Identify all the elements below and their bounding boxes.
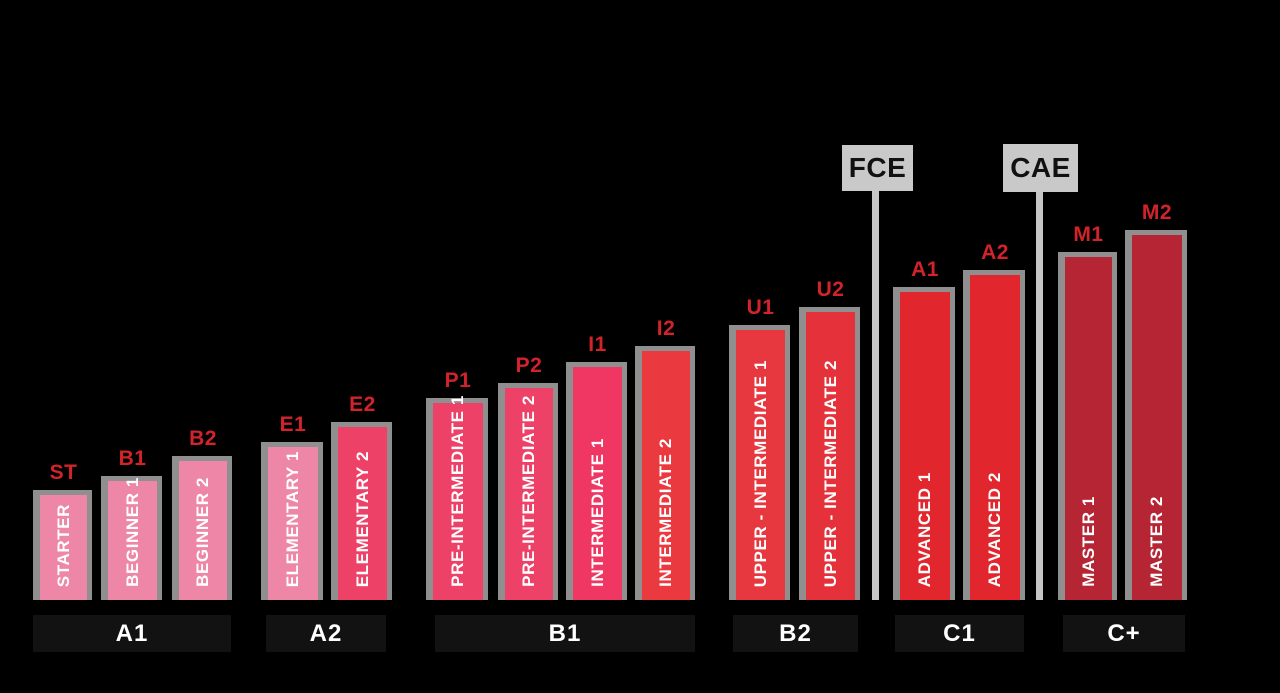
bar-label: BEGINNER 1 bbox=[122, 477, 142, 587]
bar-code-label-m1: M1 bbox=[1073, 223, 1104, 246]
bar-upper-intermediate-1: UPPER - INTERMEDIATE 1 bbox=[729, 325, 790, 600]
bar-code-label-p2: P2 bbox=[515, 354, 543, 377]
bar-code-label-e1: E1 bbox=[279, 413, 307, 436]
bar-master-1: MASTER 1 bbox=[1058, 252, 1117, 600]
bar-code-label-m2: M2 bbox=[1141, 201, 1173, 224]
bar-code-label-u2: U2 bbox=[816, 278, 845, 301]
bar-label: INTERMEDIATE 1 bbox=[587, 438, 607, 587]
group-strip-a2: A2 bbox=[266, 615, 386, 652]
bar-advanced-2: ADVANCED 2 bbox=[963, 270, 1025, 600]
bar-code-label-p1: P1 bbox=[444, 369, 472, 392]
group-label: C1 bbox=[943, 619, 976, 647]
bar-upper-intermediate-2: UPPER - INTERMEDIATE 2 bbox=[799, 307, 860, 600]
bar-advanced-1: ADVANCED 1 bbox=[893, 287, 955, 600]
bar-code-label-i2: I2 bbox=[656, 317, 676, 340]
milestone-label: CAE bbox=[1010, 152, 1071, 183]
bar-label: ELEMENTARY 1 bbox=[283, 450, 302, 587]
bar-label: UPPER - INTERMEDIATE 2 bbox=[820, 359, 840, 587]
bar-label: PRE-INTERMEDIATE 1 bbox=[448, 395, 467, 587]
bar-pre-intermediate-2: PRE-INTERMEDIATE 2 bbox=[498, 383, 558, 600]
bar-label: PRE-INTERMEDIATE 2 bbox=[519, 395, 538, 587]
group-strip-a1: A1 bbox=[33, 615, 231, 652]
bar-code-label-st: ST bbox=[49, 461, 78, 484]
bar-elementary-2: ELEMENTARY 2 bbox=[331, 422, 392, 600]
group-label: B1 bbox=[548, 619, 582, 647]
milestone-label: FCE bbox=[848, 152, 907, 183]
bar-label: INTERMEDIATE 2 bbox=[656, 438, 675, 587]
milestone-sign-fce: FCE bbox=[842, 145, 913, 191]
group-label: A2 bbox=[309, 619, 343, 647]
group-label: C+ bbox=[1107, 619, 1141, 647]
bar-starter: STARTER bbox=[33, 490, 92, 600]
bar-master-2: MASTER 2 bbox=[1125, 230, 1187, 600]
bar-code-label-u1: U1 bbox=[746, 296, 775, 319]
bar-code-label-a2: A2 bbox=[981, 241, 1009, 264]
group-label: B2 bbox=[779, 619, 812, 647]
milestone-sign-cae: CAE bbox=[1003, 144, 1078, 192]
group-strip-c+: C+ bbox=[1063, 615, 1185, 652]
bar-elementary-1: ELEMENTARY 1 bbox=[261, 442, 323, 600]
milestone-line-fce bbox=[872, 191, 879, 600]
bar-intermediate-1: INTERMEDIATE 1 bbox=[566, 362, 627, 600]
group-strip-c1: C1 bbox=[895, 615, 1024, 652]
bar-beginner-2: BEGINNER 2 bbox=[172, 456, 232, 600]
bar-label: MASTER 1 bbox=[1078, 496, 1098, 587]
bar-label: MASTER 2 bbox=[1147, 496, 1166, 587]
bar-code-label-i1: I1 bbox=[588, 333, 607, 356]
group-label: A1 bbox=[115, 619, 149, 647]
bar-code-label-a1: A1 bbox=[911, 258, 939, 281]
bar-label: ELEMENTARY 2 bbox=[352, 450, 372, 587]
bar-code-label-e2: E2 bbox=[349, 393, 376, 416]
group-strip-b2: B2 bbox=[733, 615, 858, 652]
bar-label: BEGINNER 2 bbox=[193, 477, 212, 587]
bar-intermediate-2: INTERMEDIATE 2 bbox=[635, 346, 695, 600]
bar-label: STARTER bbox=[53, 503, 73, 587]
bar-code-label-b2: B2 bbox=[189, 427, 217, 450]
bar-beginner-1: BEGINNER 1 bbox=[101, 476, 162, 600]
milestone-line-cae bbox=[1036, 191, 1043, 600]
bar-pre-intermediate-1: PRE-INTERMEDIATE 1 bbox=[426, 395, 488, 600]
bar-code-label-b1: B1 bbox=[118, 447, 147, 470]
bar-label: UPPER - INTERMEDIATE 1 bbox=[750, 359, 770, 587]
bar-label: ADVANCED 2 bbox=[985, 471, 1004, 587]
group-strip-b1: B1 bbox=[435, 615, 695, 652]
bar-label: ADVANCED 1 bbox=[915, 471, 934, 587]
